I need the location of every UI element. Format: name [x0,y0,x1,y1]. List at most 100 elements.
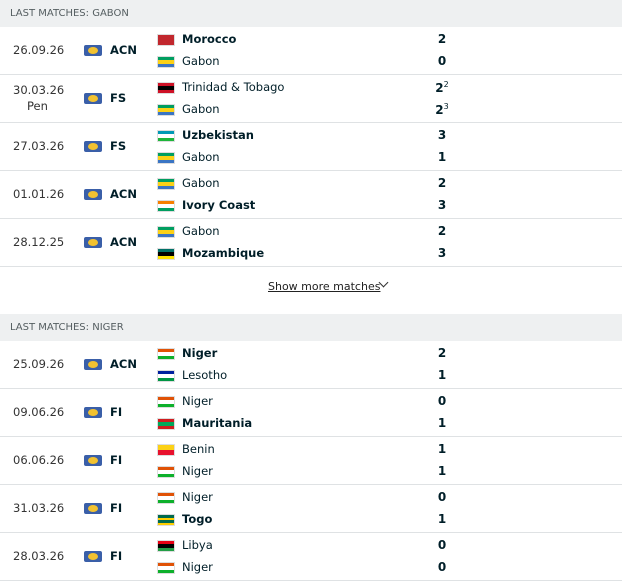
team-name: Mauritania [182,416,253,430]
match-date: 28.03.26 [13,549,65,563]
team-name: Libya [182,538,213,552]
team-name: Niger [182,464,213,478]
team-name: Morocco [182,32,237,46]
score-value: 0 [437,490,447,504]
team-score: 0 [427,394,457,408]
score-value: 1 [437,464,447,478]
flag-stripe [158,233,174,237]
competition: FI [110,453,123,467]
team-flag [157,226,175,238]
match-date: 31.03.26 [13,501,65,515]
competition-icon [84,45,102,56]
team-flag [157,178,175,190]
match-row[interactable]: 26.09.26 ACN Morocco 2 Gabon 0 [0,27,622,75]
flag-stripe [158,255,174,259]
score-value: 2 [437,346,447,360]
team-name: Gabon [182,102,220,116]
flag-stripe [158,349,174,353]
flag-stripe [158,374,174,378]
flag-stripe [158,547,174,551]
score-value: 2 [437,224,447,238]
team-name: Ivory Coast [182,198,256,212]
match-row[interactable]: 06.06.26 FI Benin 1 Niger 1 [0,437,622,485]
match-date: 28.12.25 [13,235,65,249]
flag-stripe [158,450,174,455]
flag-stripe [158,207,174,211]
team-flag [157,348,175,360]
team-score: 0 [427,560,457,574]
flag-stripe [158,153,174,157]
team-name: Benin [182,442,215,456]
team-flag [157,82,175,94]
match-date: 30.03.26 [13,83,65,97]
match-row[interactable]: 31.03.26 FI Niger 0 Togo 1 [0,485,622,533]
match-date: 06.06.26 [13,453,65,467]
match-row[interactable]: 01.01.26 ACN Gabon 2 Ivory Coast 3 [0,171,622,219]
team-score: 2 [427,224,457,238]
team-flag [157,56,175,68]
flag-stripe [158,563,174,567]
flag-stripe [158,569,174,573]
competition: ACN [110,235,137,249]
match-row[interactable]: 09.06.26 FI Niger 0 Mauritania 1 [0,389,622,437]
competition-icon [84,359,102,370]
competition: ACN [110,187,137,201]
flag-stripe [158,499,174,503]
flag-stripe [158,131,174,135]
match-date: 26.09.26 [13,43,65,57]
flag-stripe [158,400,174,404]
competition: FI [110,549,123,563]
team-name: Trinidad & Tobago [182,80,285,94]
team-name: Togo [182,512,213,526]
team-flag [157,200,175,212]
team-score: 23 [427,102,457,117]
team-score: 0 [427,54,457,68]
competition-icon [84,237,102,248]
team-score: 1 [427,442,457,456]
competition-icon [84,407,102,418]
score-value: 2 [435,103,444,117]
competition-icon [84,551,102,562]
flag-stripe [158,83,174,87]
match-row[interactable]: 25.09.26 ACN Niger 2 Lesotho 1 [0,341,622,389]
team-flag [157,370,175,382]
score-value: 3 [437,198,447,212]
score-value: 0 [437,560,447,574]
team-flag [157,130,175,142]
flag-stripe [158,493,174,497]
score-value: 2 [437,176,447,190]
match-row[interactable]: 28.03.26 FI Libya 0 Niger 0 [0,533,622,581]
flag-stripe [158,566,174,570]
flag-stripe [158,137,174,141]
flag-stripe [158,544,174,548]
match-date: 01.01.26 [13,187,65,201]
competition: FS [110,91,127,105]
score-value: 0 [437,538,447,552]
match-row[interactable]: 28.12.25 ACN Gabon 2 Mozambique 3 [0,219,622,267]
show-more-link[interactable]: Show more matches [268,280,381,293]
flag-stripe [158,86,174,90]
team-flag [157,562,175,574]
flag-stripe [158,541,174,545]
team-name: Mozambique [182,246,265,260]
flag-stripe [158,156,174,160]
match-row[interactable]: 30.03.26 Pen FS Trinidad & Tobago 22 Gabon 23 [0,75,622,123]
score-value: 3 [437,246,447,260]
team-score: 2 [427,32,457,46]
flag-stripe [158,63,174,67]
team-score: 3 [427,246,457,260]
score-value: 0 [437,394,447,408]
competition-icon [84,455,102,466]
team-name: Niger [182,346,218,360]
competition: FI [110,501,123,515]
competition-icon [84,503,102,514]
match-note: Pen [27,99,48,113]
score-value: 1 [437,442,447,456]
flag-stripe [158,520,174,523]
team-score: 3 [427,128,457,142]
team-flag [157,396,175,408]
section-header: LAST MATCHES: GABON [0,0,622,27]
match-row[interactable]: 27.03.26 FS Uzbekistan 3 Gabon 1 [0,123,622,171]
flag-stripe [158,105,174,109]
team-name: Niger [182,490,213,504]
